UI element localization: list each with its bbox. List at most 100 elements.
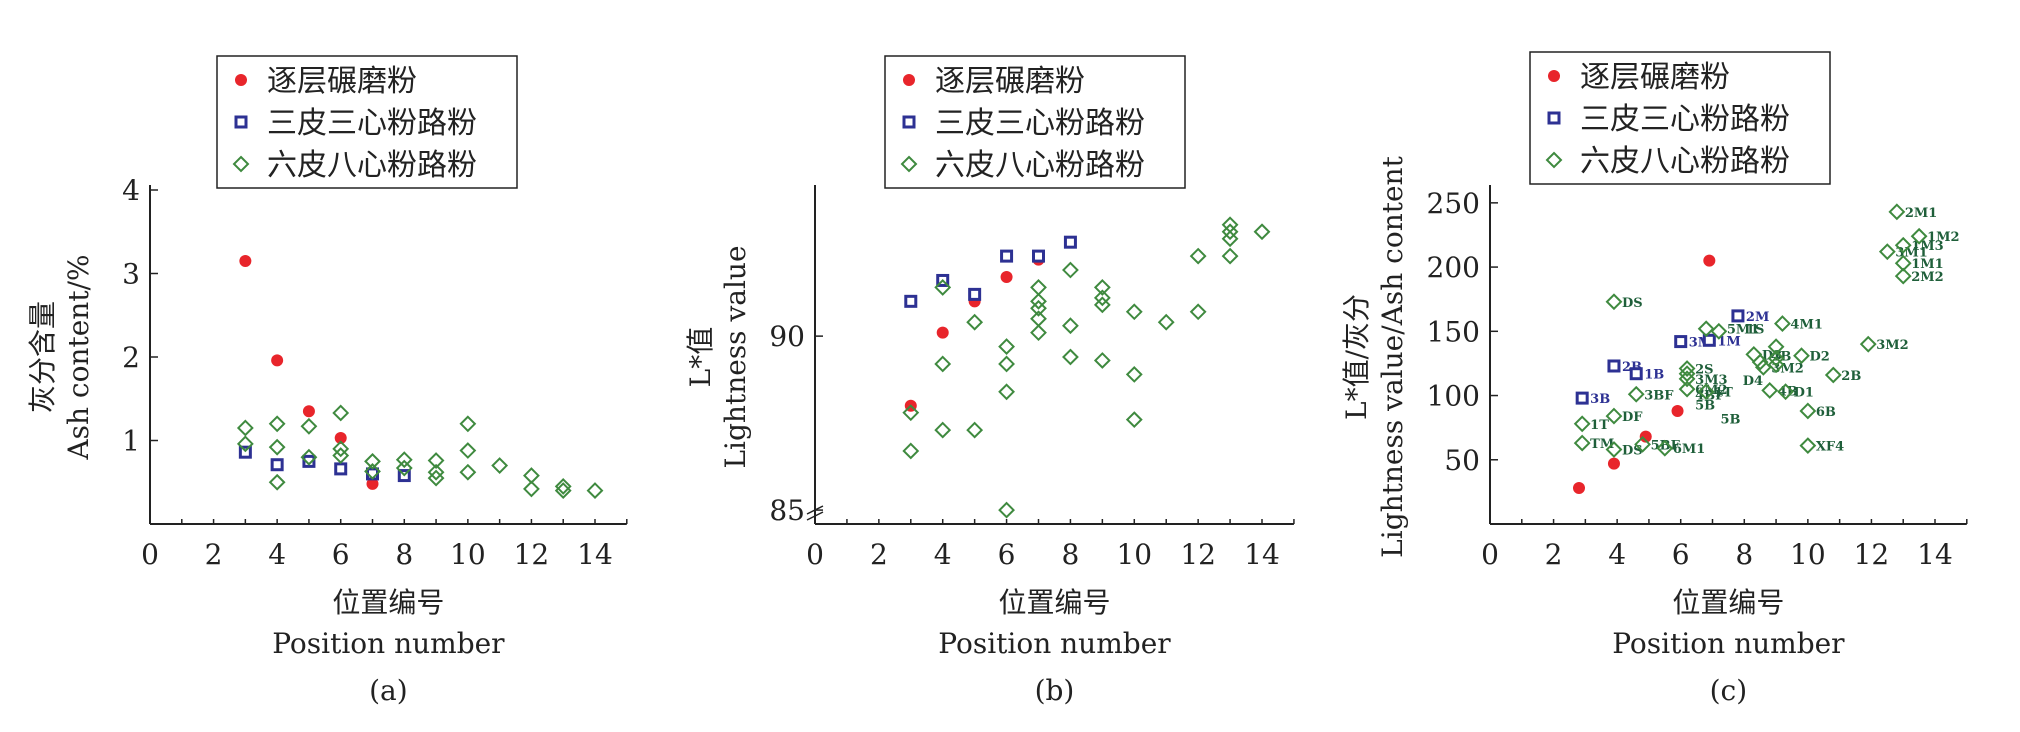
x-axis-label-cn: 位置编号	[998, 586, 1110, 619]
data-point-diamond	[1605, 407, 1623, 425]
y-tick-label: 50	[1444, 444, 1480, 477]
data-point-diamond	[1062, 348, 1079, 366]
data-point-diamond	[1221, 247, 1239, 265]
legend-label: 逐层碾磨粉	[1580, 60, 1730, 95]
point-label: DF	[1622, 410, 1643, 425]
point-label: 1M2	[1927, 230, 1959, 245]
data-point-diamond	[1030, 299, 1047, 317]
data-point-diamond	[1697, 383, 1715, 401]
data-point-diamond	[934, 355, 952, 373]
data-point-diamond	[459, 463, 477, 481]
x-tick-label: 12	[1854, 538, 1890, 571]
data-point-diamond	[1793, 347, 1810, 365]
point-label: 2M1	[1905, 206, 1937, 221]
data-point-diamond	[554, 482, 572, 500]
point-label: 3M2	[1771, 361, 1803, 376]
point-label: 2B	[1841, 369, 1861, 384]
y-tick-label: 150	[1427, 315, 1480, 348]
data-point-diamond	[1824, 366, 1842, 384]
data-point-diamond	[1710, 322, 1728, 340]
data-point-circle	[936, 326, 949, 339]
point-label: DS	[1622, 296, 1643, 311]
data-point-diamond	[1627, 385, 1645, 403]
point-label: 1M	[1717, 334, 1740, 349]
data-point-square	[1032, 249, 1045, 263]
x-tick-label: 0	[141, 538, 159, 571]
data-point-diamond	[1859, 335, 1877, 353]
data-point-diamond	[1894, 267, 1912, 285]
data-point-diamond	[1678, 370, 1696, 388]
data-point-diamond	[554, 478, 572, 495]
data-point-diamond	[1774, 315, 1791, 333]
data-point-diamond	[1745, 346, 1763, 363]
chart-panel-3: 0 2 4 6 8 10 12 14 50 100 150 200 250 位置编号 Position nu…	[1340, 51, 1968, 707]
legend-label: 逐层碾磨粉	[935, 64, 1085, 99]
point-label: 2S	[1695, 363, 1713, 378]
x-tick-label: 12	[1180, 538, 1216, 571]
data-point-square	[302, 454, 316, 468]
data-point-diamond	[1799, 437, 1817, 455]
data-point-circle	[302, 405, 315, 418]
data-point-diamond	[395, 459, 413, 477]
data-point-circle	[1671, 404, 1684, 417]
data-point-diamond	[300, 417, 318, 435]
x-tick-label: 10	[1116, 538, 1152, 571]
data-point-circle	[366, 477, 379, 490]
point-label: 5B	[1695, 399, 1715, 414]
y-axis-label-cn: 灰分含量	[26, 301, 59, 413]
data-point-circle	[1573, 482, 1585, 495]
data-point-diamond	[268, 438, 286, 456]
point-label: 2M	[1746, 310, 1769, 325]
legend-marker-circle	[235, 74, 247, 86]
data-point-diamond	[1605, 293, 1623, 311]
data-point-circle	[239, 254, 252, 267]
data-point-diamond	[1253, 223, 1271, 241]
data-point-circle	[1000, 270, 1013, 283]
point-label: D4	[1743, 374, 1763, 389]
data-point-diamond	[300, 448, 318, 466]
data-point-diamond	[1030, 279, 1047, 296]
data-point-diamond	[1062, 317, 1079, 335]
x-axis-label-cn: 位置编号	[1672, 586, 1784, 619]
legend-label: 三皮三心粉路粉	[267, 106, 477, 141]
data-point-diamond	[1678, 380, 1696, 398]
axis-break-mark	[806, 505, 824, 521]
point-label: 1B	[1644, 368, 1664, 383]
data-point-diamond	[1767, 349, 1785, 367]
data-point-diamond	[1125, 411, 1143, 429]
data-point-circle	[334, 431, 347, 444]
point-label: 1T	[1714, 386, 1733, 401]
legend-box	[884, 55, 1186, 189]
data-point-diamond	[1678, 360, 1696, 377]
data-point-diamond	[1093, 352, 1111, 369]
data-point-diamond	[459, 442, 477, 459]
data-point-diamond	[395, 451, 413, 469]
data-point-diamond	[427, 469, 445, 487]
data-point-diamond	[1761, 381, 1779, 399]
y-axis-label-cn: L*值/灰分	[1340, 294, 1373, 420]
y-tick-label: 90	[769, 320, 805, 353]
x-tick-label: 4	[934, 538, 952, 571]
y-tick-label: 4	[122, 174, 140, 207]
x-axis-label-en: Position number	[272, 627, 505, 660]
point-label: 6M1	[1673, 442, 1705, 457]
data-point-square	[1607, 359, 1621, 373]
data-point-diamond	[427, 463, 445, 481]
legend-box	[1529, 51, 1831, 185]
point-label: 1T	[1590, 418, 1609, 433]
data-point-diamond	[1125, 365, 1143, 383]
x-tick-label: 4	[268, 538, 286, 571]
x-tick-label: 0	[1481, 538, 1499, 571]
legend-marker-square	[902, 115, 916, 129]
y-tick-label: 85	[769, 494, 805, 527]
y-axis-label-en: Lightness value	[719, 245, 752, 468]
data-point-diamond	[1093, 296, 1111, 314]
data-point-diamond	[1656, 439, 1674, 457]
legend-box	[216, 55, 518, 189]
y-tick-label: 2	[122, 341, 140, 374]
data-point-diamond	[332, 404, 350, 422]
data-point-diamond	[1767, 356, 1785, 374]
